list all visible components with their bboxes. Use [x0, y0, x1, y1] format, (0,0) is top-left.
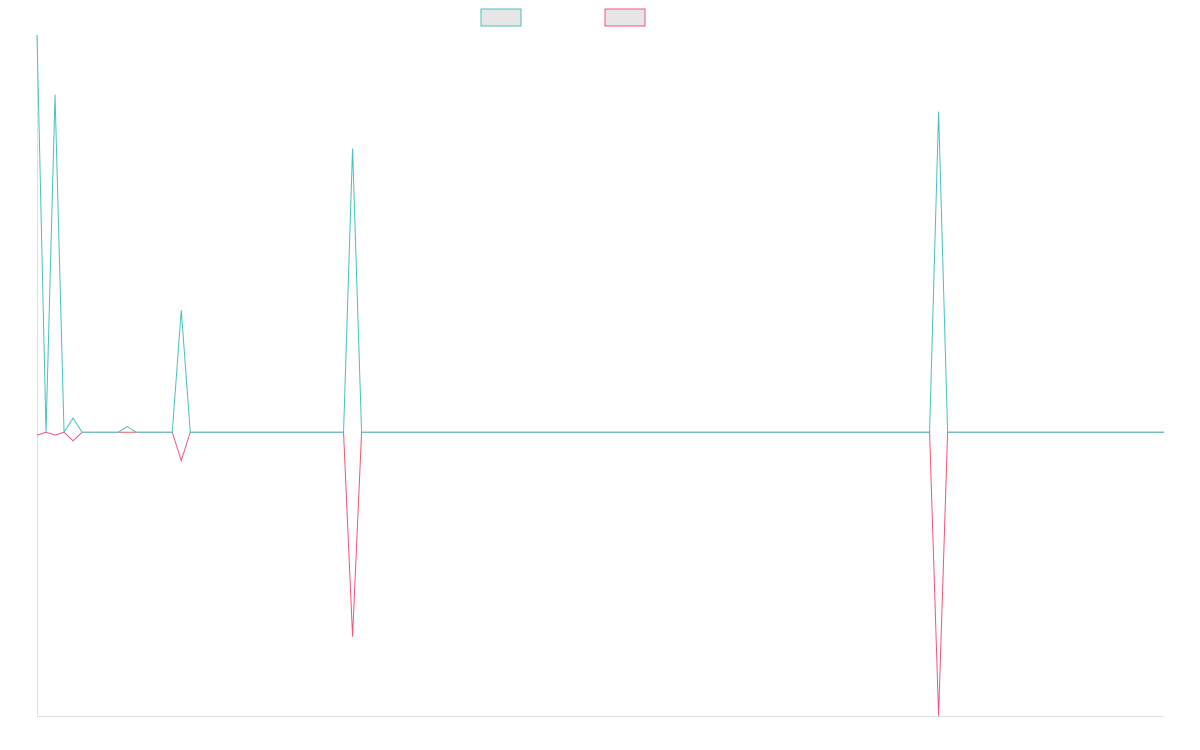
series-series-a: [36, 34, 1164, 434]
legend-swatch-series-a[interactable]: [480, 8, 522, 27]
legend-item-series-b[interactable]: [604, 8, 646, 27]
plot-area: [36, 34, 1164, 717]
legend-item-series-a[interactable]: [480, 8, 522, 27]
axes: [37, 35, 1164, 717]
series-line-series-b[interactable]: [36, 431, 1164, 717]
legend-swatch-series-b[interactable]: [604, 8, 646, 27]
legend[interactable]: [480, 8, 646, 27]
series-series-b: [36, 431, 1164, 717]
series-line-series-a[interactable]: [36, 34, 1164, 434]
